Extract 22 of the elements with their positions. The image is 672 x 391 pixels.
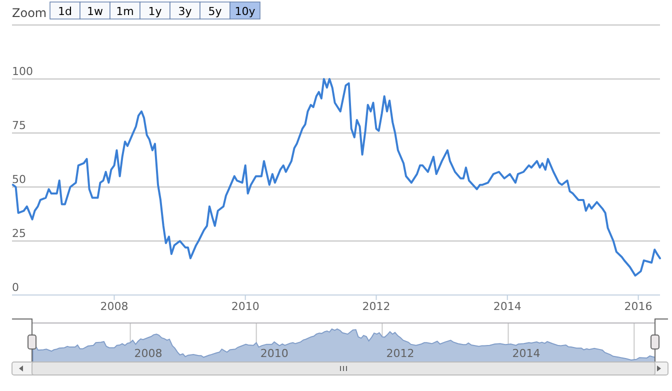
text: 1w <box>87 5 103 18</box>
text: 2010 <box>260 347 288 360</box>
text: Zoom <box>12 6 47 20</box>
y-tick-label: 25 <box>12 227 26 240</box>
text: 2014 <box>512 347 540 360</box>
text: 3y <box>178 5 192 18</box>
x-tick-label: 2008 <box>100 300 128 313</box>
text: 2008 <box>134 347 162 360</box>
y-tick-label: 50 <box>12 173 26 186</box>
text: 1d <box>58 5 72 18</box>
x-tick-label: 2014 <box>493 300 522 313</box>
text: 2012 <box>386 347 414 360</box>
x-tick-label: 2012 <box>362 300 390 313</box>
text: 1y <box>148 5 162 18</box>
x-tick-label: 2010 <box>231 300 260 313</box>
text: 10y <box>234 5 256 18</box>
y-tick-label: 75 <box>12 119 26 132</box>
text: 1m <box>116 5 134 18</box>
text: 5y <box>208 5 222 18</box>
y-tick-label: 0 <box>12 281 19 294</box>
y-tick-label: 100 <box>12 65 33 78</box>
x-tick-label: 2016 <box>624 300 652 313</box>
